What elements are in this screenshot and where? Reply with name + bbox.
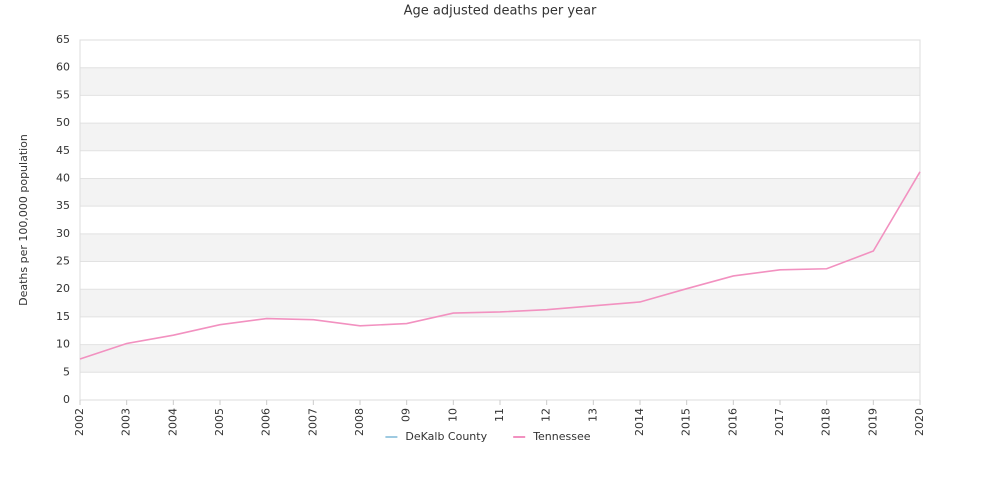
y-tick-label: 50: [56, 116, 70, 129]
y-tick-label: 65: [56, 33, 70, 46]
y-tick-label: 15: [56, 310, 70, 323]
x-tick-label: 2018: [820, 408, 833, 436]
x-tick-label: 09: [400, 408, 413, 422]
grid-band: [80, 289, 920, 317]
series-line: [79, 171, 921, 360]
x-tick-label: 2004: [166, 408, 179, 436]
y-tick-label: 5: [63, 365, 70, 378]
x-tick-label: 2007: [306, 408, 319, 436]
x-tick-label: 2015: [680, 408, 693, 436]
grid-band: [80, 123, 920, 151]
x-tick-label: 2003: [120, 408, 133, 436]
x-tick-label: 13: [586, 408, 599, 422]
x-tick-label: 2019: [866, 408, 879, 436]
grid-band: [80, 344, 920, 373]
x-tick-label: 10: [446, 408, 459, 422]
grid-band: [80, 233, 920, 262]
y-tick-label: 60: [56, 61, 70, 74]
y-tick-label: 55: [56, 88, 70, 101]
grid-band: [80, 67, 920, 96]
y-tick-label: 0: [63, 393, 70, 406]
legend-label: Tennessee: [532, 430, 591, 443]
y-tick-label: 25: [56, 255, 70, 268]
y-tick-label: 35: [56, 199, 70, 212]
y-tick-label: 40: [56, 171, 70, 184]
y-tick-label: 10: [56, 338, 70, 351]
x-tick-label: 2017: [773, 408, 786, 436]
y-tick-label: 30: [56, 227, 70, 240]
y-tick-label: 20: [56, 282, 70, 295]
chart-title: Age adjusted deaths per year: [404, 4, 597, 19]
x-tick-label: 2005: [213, 408, 226, 436]
y-tick-label: 45: [56, 144, 70, 157]
x-tick-label: 2016: [726, 408, 739, 436]
x-tick-label: 11: [493, 408, 506, 422]
x-tick-label: 2006: [260, 408, 273, 436]
x-tick-label: 2014: [633, 408, 646, 436]
x-tick-label: 2008: [353, 408, 366, 436]
y-axis-label: Deaths per 100,000 population: [17, 134, 30, 306]
x-tick-label: 12: [540, 408, 553, 422]
x-tick-label: 2020: [913, 408, 926, 436]
grid-band: [80, 178, 920, 207]
x-tick-label: 2002: [73, 408, 86, 436]
legend-label: DeKalb County: [405, 430, 487, 443]
